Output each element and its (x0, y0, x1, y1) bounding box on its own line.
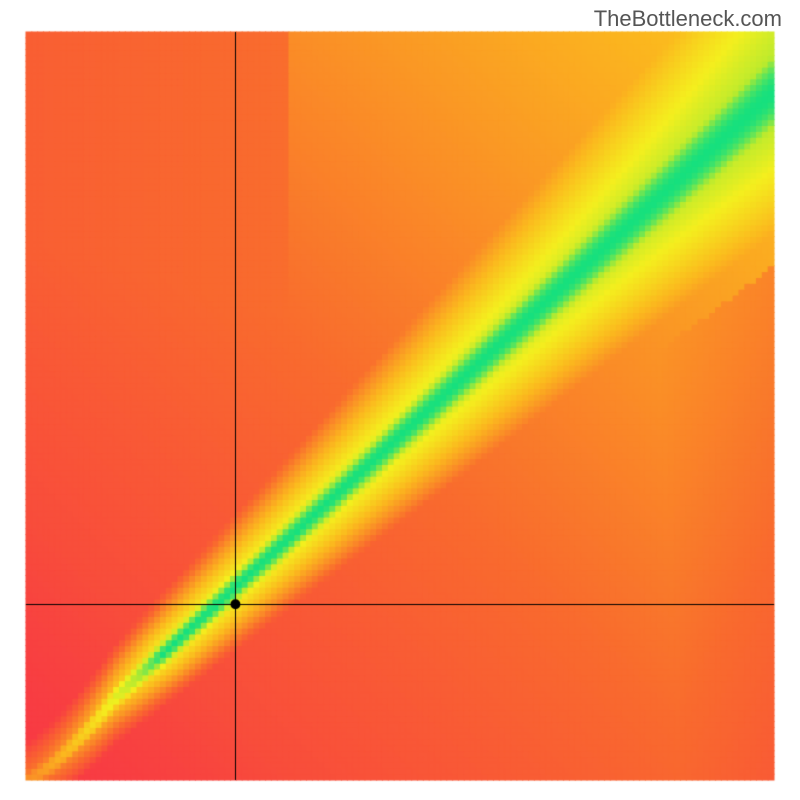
watermark-text: TheBottleneck.com (594, 6, 782, 32)
chart-container: TheBottleneck.com (0, 0, 800, 800)
bottleneck-heatmap (0, 0, 800, 800)
